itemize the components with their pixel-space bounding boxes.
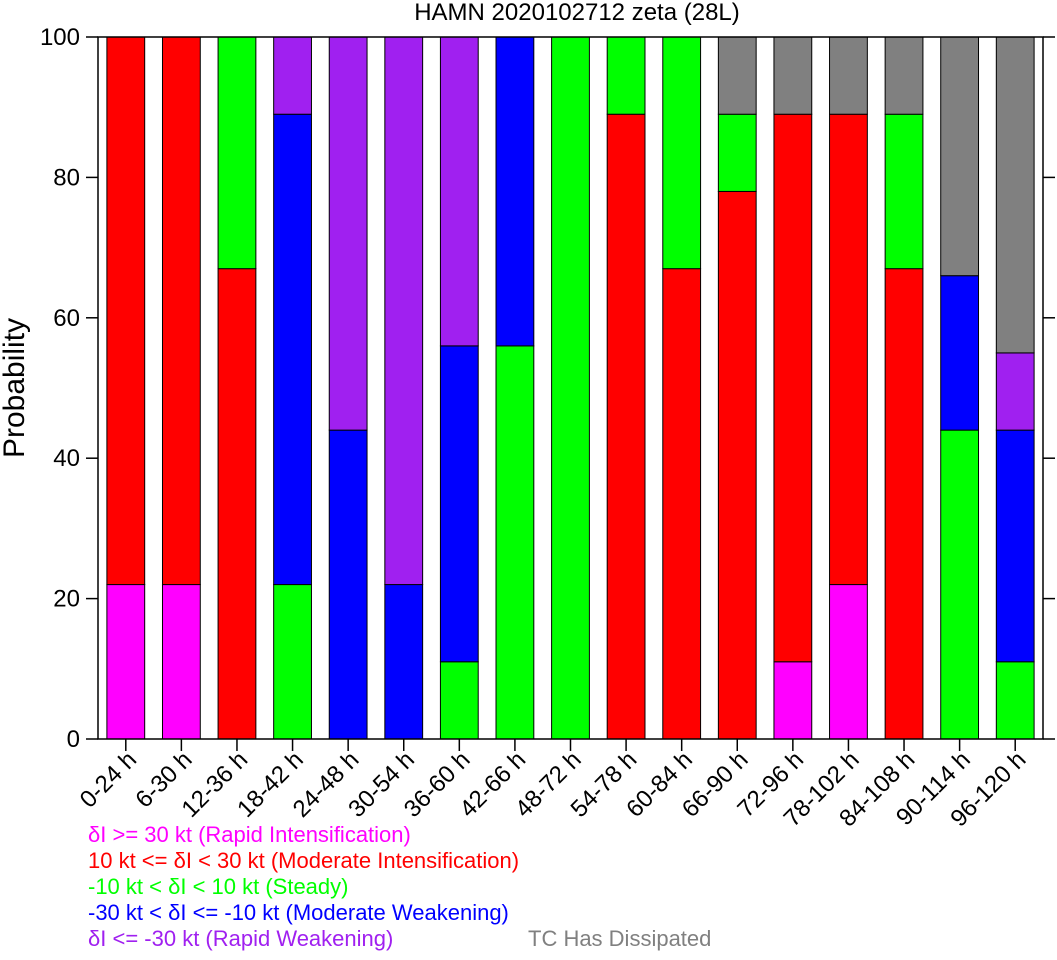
x-tick-label: 0-24 h: [75, 746, 142, 813]
bar-segment-16-4: [995, 352, 1035, 431]
y-tick-labels: 0 20 40 60 80 100: [40, 24, 80, 753]
bar-segment-2-2: [217, 36, 257, 270]
bar-segment-15-5: [940, 36, 980, 277]
bar-segment-7-3: [495, 36, 535, 347]
bar-segment-14-5: [884, 36, 924, 115]
bar-segment-15-3: [940, 275, 980, 431]
bar-segment-14-2: [884, 113, 924, 270]
bar-segment-1-0: [161, 584, 201, 740]
bar-segment-3-3: [273, 113, 312, 586]
legend-entry-0: δI >= 30 kt (Rapid Intensification): [88, 822, 411, 847]
x-tick-labels: 0-24 h6-30 h12-36 h18-42 h24-48 h30-54 h…: [75, 746, 1032, 832]
bar-segment-8-2: [551, 36, 590, 740]
bar-segment-11-2: [717, 113, 757, 192]
bar-segment-10-1: [662, 268, 702, 740]
bar-segment-6-2: [439, 661, 479, 740]
legend-entry-2: -10 kt < δI < 10 kt (Steady): [88, 874, 349, 899]
y-tick-label: 20: [53, 586, 80, 613]
bar-segment-12-5: [773, 36, 813, 115]
bar-segment-14-1: [884, 268, 924, 740]
axes-layer: [86, 36, 1055, 751]
y-tick-label: 40: [53, 445, 80, 472]
y-tick-label: 0: [67, 726, 80, 753]
bar-segment-6-3: [439, 345, 479, 663]
bar-segment-13-0: [829, 584, 868, 740]
chart-title: HAMN 2020102712 zeta (28L): [414, 0, 740, 26]
bar-segment-13-5: [829, 36, 868, 115]
bar-segment-16-2: [995, 661, 1035, 740]
bar-segment-4-4: [328, 36, 368, 431]
bar-segment-0-0: [106, 584, 146, 740]
bars-layer: [106, 36, 1035, 740]
bar-segment-16-3: [995, 429, 1035, 663]
bar-segment-6-4: [439, 36, 479, 347]
legend-entry-4: δI <= -30 kt (Rapid Weakening): [88, 926, 394, 951]
bar-segment-13-1: [829, 113, 868, 586]
bar-segment-2-1: [217, 268, 257, 740]
legend-entry-5: TC Has Dissipated: [528, 926, 712, 951]
bar-segment-11-1: [717, 190, 757, 740]
y-tick-label: 100: [40, 24, 80, 51]
bar-segment-5-4: [384, 36, 424, 586]
bar-segment-12-0: [773, 661, 813, 740]
bar-segment-3-2: [273, 584, 312, 740]
bar-segment-9-2: [606, 36, 646, 115]
bar-segment-10-2: [662, 36, 702, 270]
y-tick-label: 60: [53, 305, 80, 332]
y-tick-label: 80: [53, 164, 80, 191]
bar-segment-7-2: [495, 345, 535, 740]
bar-segment-16-5: [995, 36, 1035, 354]
legend-entry-3: -30 kt < δI <= -10 kt (Moderate Weakenin…: [88, 900, 509, 925]
y-axis-label: Probability: [0, 318, 31, 458]
bar-segment-1-1: [161, 36, 201, 586]
bar-segment-4-3: [328, 429, 368, 740]
bar-segment-11-5: [717, 36, 757, 115]
bar-segment-15-2: [940, 429, 980, 740]
bar-segment-0-1: [106, 36, 146, 586]
bar-segment-3-4: [273, 36, 312, 115]
bar-segment-9-1: [606, 113, 646, 740]
bar-segment-12-1: [773, 113, 813, 663]
legend-entry-1: 10 kt <= δI < 30 kt (Moderate Intensific…: [88, 848, 520, 873]
bar-segment-5-3: [384, 584, 424, 740]
